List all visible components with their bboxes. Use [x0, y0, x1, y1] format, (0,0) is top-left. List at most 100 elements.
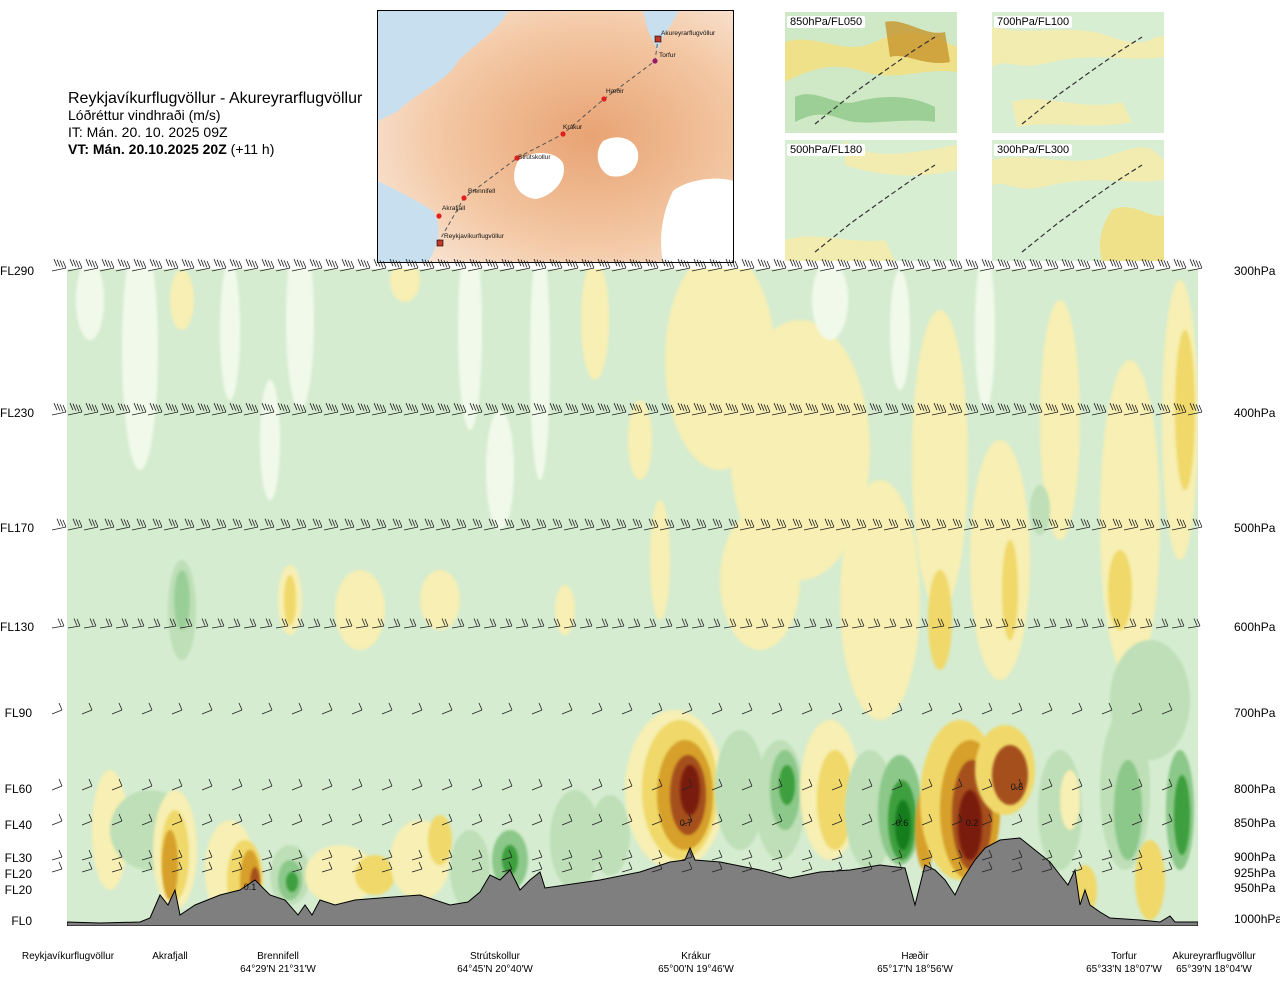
wind-barb — [831, 778, 843, 791]
wind-barb — [227, 518, 243, 531]
wind-barb — [483, 402, 499, 416]
wind-barb — [591, 849, 603, 861]
wind-barb — [411, 861, 423, 873]
wind-barb — [921, 849, 933, 861]
panel-500-svg — [785, 140, 957, 261]
velocity-cell — [390, 269, 420, 302]
wind-barb — [1161, 702, 1173, 715]
wind-barb — [1155, 518, 1171, 531]
wind-barb — [531, 861, 543, 873]
wind-barb — [291, 258, 307, 272]
panel-500: 500hPa/FL180 — [785, 140, 957, 261]
wind-barb — [951, 813, 963, 826]
wind-barb — [723, 518, 739, 531]
wind-barb — [115, 258, 131, 272]
wind-barb — [51, 258, 67, 272]
route-location-coord: 65°39'N 18°04'W — [1176, 964, 1252, 975]
wind-barb — [1075, 618, 1089, 629]
wind-barb — [307, 618, 321, 629]
velocity-cell — [680, 765, 700, 815]
map-station-label: Akureyrarflugvöllur — [661, 30, 716, 37]
wind-barb — [179, 518, 195, 531]
hpa-label-1000: 1000hPa — [1234, 912, 1280, 926]
route-location-coord: 65°00'N 19°46'W — [658, 964, 734, 975]
wind-barb — [201, 849, 213, 861]
wind-barb — [403, 518, 419, 531]
wind-barb — [1187, 518, 1203, 531]
valid-time-bold: VT: Mán. 20.10.2025 20Z — [68, 141, 227, 157]
wind-barb — [111, 702, 123, 715]
wind-barb — [675, 618, 689, 629]
wind-barb — [1041, 778, 1053, 791]
wind-barb — [67, 402, 83, 416]
route-location: Krákur 65°00'N 19°46'W — [626, 950, 766, 976]
velocity-cell — [284, 575, 296, 625]
wind-barb — [675, 258, 691, 272]
wind-barb — [621, 861, 633, 873]
wind-barb — [147, 402, 163, 416]
wind-barb — [387, 402, 403, 416]
wind-barb — [675, 518, 691, 531]
wind-barb — [515, 258, 531, 272]
wind-barb — [403, 618, 417, 629]
wind-barb — [801, 778, 813, 791]
fl-label-90: FL90 — [4, 706, 32, 720]
wind-barb — [621, 849, 633, 861]
wind-barb — [441, 778, 453, 791]
velocity-cell — [458, 269, 482, 430]
wind-barb — [81, 849, 93, 861]
wind-barb — [947, 618, 961, 629]
wind-barb — [531, 813, 543, 826]
wind-barb — [243, 518, 259, 531]
wind-barb — [1171, 402, 1187, 416]
wind-barb — [147, 518, 163, 531]
velocity-cell — [286, 872, 298, 892]
wind-barb — [561, 778, 573, 791]
wind-barb — [899, 618, 913, 629]
wind-barb — [627, 618, 641, 629]
velocity-cell — [174, 570, 190, 630]
panel-700: 700hPa/FL100 — [992, 12, 1164, 133]
wind-barb — [915, 518, 931, 531]
velocity-cell — [992, 745, 1028, 805]
wind-barb — [321, 861, 333, 873]
wind-barb — [1101, 778, 1113, 791]
wind-barb — [115, 518, 131, 531]
panel-300: 300hPa/FL300 — [992, 140, 1164, 261]
wind-barb — [771, 702, 783, 715]
wind-barb — [831, 813, 843, 826]
wind-barb — [787, 258, 803, 272]
wind-barb — [707, 258, 723, 272]
wind-barb — [163, 402, 179, 416]
wind-barb — [51, 402, 67, 416]
wind-barb — [323, 402, 339, 416]
wind-barb — [261, 861, 273, 873]
velocity-cell — [122, 269, 158, 470]
wind-barb — [131, 402, 147, 416]
wind-barb — [651, 861, 663, 873]
wind-barb — [467, 518, 483, 531]
velocity-cell — [1108, 550, 1132, 630]
wind-barb — [755, 402, 771, 416]
wind-barb — [1131, 778, 1143, 791]
wind-barb — [681, 849, 693, 861]
wind-barb — [471, 702, 483, 715]
wind-barb — [1027, 402, 1043, 416]
wind-barb — [99, 618, 113, 629]
wind-barb — [1075, 518, 1091, 531]
wind-barb — [611, 258, 627, 272]
wind-barb — [147, 618, 161, 629]
wind-barb — [141, 861, 153, 873]
wind-barb — [611, 518, 627, 531]
wind-barb — [81, 813, 93, 826]
wind-barb — [501, 813, 513, 826]
wind-barb — [819, 518, 835, 531]
route-location-coord: 65°17'N 18°56'W — [877, 964, 953, 975]
value-annotation: 0.1 — [244, 882, 257, 892]
wind-barb — [275, 402, 291, 416]
velocity-cell — [715, 730, 765, 850]
fl-label-30: FL30 — [4, 851, 32, 865]
wind-barb — [261, 702, 273, 715]
wind-barb — [891, 778, 903, 791]
wind-barb — [995, 258, 1011, 272]
